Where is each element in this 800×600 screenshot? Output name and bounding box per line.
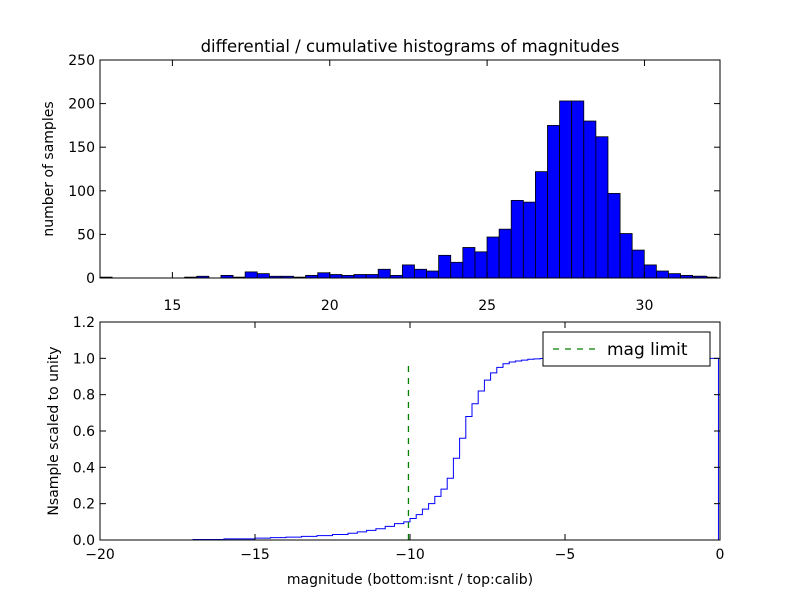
x-tick-label: 25	[478, 298, 496, 314]
histogram-bar	[414, 268, 427, 279]
y-tick-label: 0.8	[73, 388, 95, 404]
histogram-bar	[244, 271, 258, 279]
histogram-bar	[474, 251, 488, 279]
y-tick-label: 200	[68, 97, 95, 113]
histogram-bar	[583, 120, 597, 279]
histogram-bar	[535, 171, 548, 279]
top-axes-frame	[99, 59, 721, 279]
histogram-bar	[607, 193, 621, 279]
histogram-bar	[595, 136, 609, 279]
histogram-bar	[655, 270, 669, 279]
histogram-bar	[438, 254, 452, 279]
bottom-ticks: 0.0 0.2 0.4 0.6 0.8 1.0 1.2 −20 −15 −10 −5 0	[73, 315, 725, 563]
y-tick-label: 1.0	[73, 351, 95, 367]
top-histogram-panel: differential / cumulative histograms of …	[41, 37, 721, 314]
x-tick-label: −5	[555, 547, 576, 563]
histogram-bar	[317, 272, 331, 279]
x-tick-label: 20	[321, 298, 339, 314]
histogram-bar	[377, 268, 391, 279]
histogram-bar	[365, 274, 379, 279]
histogram-bar	[547, 125, 560, 279]
histogram-bar	[256, 273, 270, 279]
y-tick-label: 250	[68, 53, 95, 69]
cumulative-step-line	[100, 357, 720, 541]
histogram-bar	[486, 236, 500, 279]
y-tick-label: 0.6	[73, 424, 95, 440]
histogram-bar	[631, 249, 645, 279]
x-tick-label: −20	[85, 547, 115, 563]
chart-title: differential / cumulative histograms of …	[201, 37, 620, 56]
bottom-cumulative-panel: 0.0 0.2 0.4 0.6 0.8 1.0 1.2 −20 −15 −10 −5 0 magnit…	[46, 315, 724, 588]
x-tick-label: 15	[163, 298, 181, 314]
top-y-axis-label: number of samples	[41, 101, 57, 236]
top-ticks: 0 50 100 150 200 250 15 20 25 30	[68, 53, 720, 314]
legend-entry-mag-limit: mag limit	[607, 340, 688, 360]
y-tick-label: 0	[86, 271, 95, 287]
legend: mag limit	[542, 331, 711, 367]
histogram-bar	[426, 270, 440, 279]
y-tick-label: 0.0	[73, 533, 95, 549]
histogram-bar	[522, 201, 536, 279]
histogram-bar	[571, 100, 585, 279]
histogram-bar	[329, 274, 343, 279]
histogram-bar	[643, 264, 657, 279]
x-tick-label: 30	[636, 298, 654, 314]
histogram-bar	[498, 228, 512, 279]
y-tick-label: 0.4	[73, 460, 95, 476]
cumulative-lines	[100, 357, 720, 541]
y-tick-label: 150	[68, 140, 95, 156]
y-tick-label: 50	[77, 227, 95, 243]
y-tick-label: 0.2	[73, 497, 95, 513]
histogram-bars	[99, 100, 718, 279]
y-tick-label: 1.2	[73, 315, 95, 331]
y-tick-label: 100	[68, 184, 95, 200]
x-tick-label: −10	[395, 547, 425, 563]
histogram-bar	[353, 274, 367, 279]
histogram-bar	[668, 273, 681, 279]
histogram-bar	[619, 233, 633, 279]
histogram-bar	[450, 261, 464, 279]
histogram-bar	[510, 199, 524, 279]
histogram-bar	[462, 247, 476, 279]
histogram-bar	[401, 264, 415, 279]
x-tick-label: 0	[716, 547, 725, 563]
x-tick-label: −15	[240, 547, 270, 563]
bottom-x-axis-label: magnitude (bottom:isnt / top:calib)	[287, 572, 533, 588]
histogram-bar	[559, 100, 573, 279]
bottom-y-axis-label: Nsample scaled to unity	[46, 346, 62, 515]
